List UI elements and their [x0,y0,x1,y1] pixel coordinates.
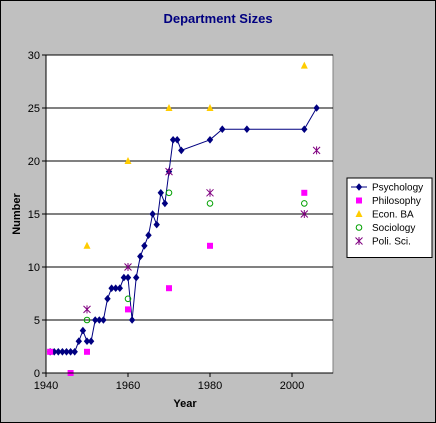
x-tick-label: 2000 [280,380,304,392]
x-tick-label: 1940 [34,380,58,392]
y-tick-label: 30 [28,50,40,62]
data-point [124,157,132,164]
data-point [161,199,169,208]
legend-label: Philosophy [372,196,421,207]
data-point [206,104,214,111]
data-point [128,316,136,324]
data-point [92,316,99,324]
data-point [63,348,70,356]
legend-label: Sociology [372,223,415,234]
data-point [75,337,82,345]
legend-marker [355,210,363,217]
data-point [301,125,308,133]
legend-entry: Poli. Sci. [355,237,411,248]
legend-marker [356,197,362,204]
x-tick-label: 1980 [198,380,222,392]
y-tick-label: 25 [28,103,40,115]
data-point [84,348,90,355]
series-econ-ba [83,61,308,249]
data-point [206,136,214,144]
data-point [79,326,87,335]
legend-label: Poli. Sci. [372,237,411,248]
y-tick-label: 5 [34,315,40,327]
legend-marker [355,237,363,245]
data-point [108,284,115,292]
data-point [165,167,173,176]
x-axis-label: Year [173,398,197,410]
legend: Psychology Philosophy Econ. BA Sociology Pol… [346,177,433,258]
series-psychology [46,104,320,356]
data-point [96,316,103,324]
legend-entry: Psychology [351,183,423,194]
data-point [145,231,152,239]
data-point [51,348,58,356]
data-point [83,337,91,345]
data-point [165,189,173,197]
legend-entry: Sociology [355,223,415,234]
series-layer [46,61,321,376]
data-point [55,348,62,356]
y-tick-label: 15 [28,209,40,221]
data-point [178,146,185,155]
legend-label: Econ. BA [372,210,414,221]
y-tick-label: 10 [28,262,40,274]
data-point [100,316,107,324]
data-point [104,295,111,303]
legend-entry: Philosophy [356,196,421,207]
data-point [112,284,119,292]
y-tick-label: 0 [34,368,40,380]
data-point [169,136,177,144]
data-point [71,348,78,356]
data-point [87,337,95,345]
data-point [83,241,91,249]
data-point [137,252,144,261]
data-point [312,146,321,155]
data-point [300,210,309,218]
data-point [83,316,91,324]
data-point [120,273,128,282]
data-point [47,348,54,355]
data-point [141,242,148,250]
data-point [133,273,140,282]
legend-label: Psychology [372,183,423,194]
data-point [125,306,131,313]
legend-marker [355,183,363,191]
data-point [116,284,123,292]
data-point [124,295,132,303]
data-point [174,136,181,144]
chart-title: Department Sizes [163,11,272,26]
legend-entry: Econ. BA [355,210,414,221]
data-point [83,305,91,314]
data-point [124,263,132,271]
data-point [243,125,251,133]
data-point [149,210,156,218]
legend-box [346,177,433,258]
y-tick-label: 20 [28,156,40,168]
series-sociology [83,189,308,324]
data-point [301,189,308,196]
data-point [207,242,213,249]
data-point [153,220,160,229]
data-point [206,188,214,197]
axes: 0 5 10 15 20 25 30 1940 1960 1980 2000 [28,50,333,392]
data-point [67,348,74,356]
y-axis-label: Number [11,193,23,235]
data-point [300,61,308,69]
data-point [124,273,132,282]
data-point [313,104,320,112]
data-point [219,125,226,133]
data-point [166,285,172,292]
data-point [165,104,173,111]
data-point [301,200,308,207]
x-tick-label: 1960 [116,380,140,392]
data-point [59,348,66,356]
data-point [157,189,164,197]
data-point [206,200,214,207]
series-poli-sci [83,146,321,314]
legend-marker [355,224,363,231]
